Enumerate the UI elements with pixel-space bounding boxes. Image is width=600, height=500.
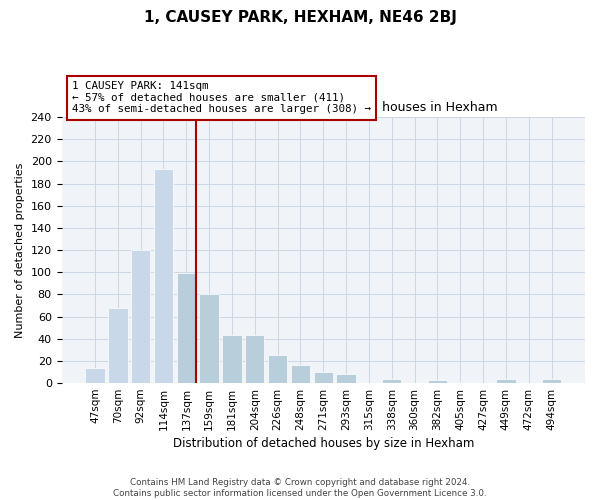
Title: Size of property relative to detached houses in Hexham: Size of property relative to detached ho… <box>148 102 498 114</box>
Bar <box>131 250 151 383</box>
Text: Contains HM Land Registry data © Crown copyright and database right 2024.
Contai: Contains HM Land Registry data © Crown c… <box>113 478 487 498</box>
Bar <box>108 308 128 383</box>
Bar <box>154 169 173 383</box>
X-axis label: Distribution of detached houses by size in Hexham: Distribution of detached houses by size … <box>173 437 474 450</box>
Bar <box>268 356 287 383</box>
Bar <box>85 368 105 383</box>
Bar <box>245 336 265 383</box>
Bar <box>542 378 561 383</box>
Bar <box>382 378 401 383</box>
Bar <box>222 336 242 383</box>
Bar <box>314 372 333 383</box>
Bar <box>428 380 447 383</box>
Bar <box>337 374 356 383</box>
Y-axis label: Number of detached properties: Number of detached properties <box>15 162 25 338</box>
Text: 1, CAUSEY PARK, HEXHAM, NE46 2BJ: 1, CAUSEY PARK, HEXHAM, NE46 2BJ <box>143 10 457 25</box>
Bar <box>291 366 310 383</box>
Bar <box>451 382 470 383</box>
Bar <box>176 274 196 383</box>
Text: 1 CAUSEY PARK: 141sqm
← 57% of detached houses are smaller (411)
43% of semi-det: 1 CAUSEY PARK: 141sqm ← 57% of detached … <box>72 81 371 114</box>
Bar <box>199 294 219 383</box>
Bar <box>496 378 515 383</box>
